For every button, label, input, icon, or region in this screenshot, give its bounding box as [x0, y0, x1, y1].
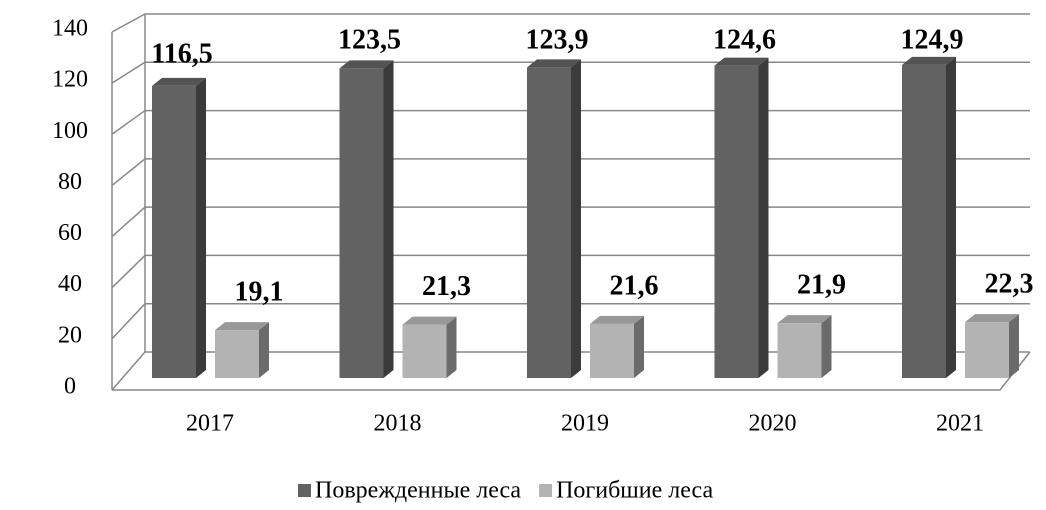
y-tick-label: 40	[58, 271, 82, 297]
data-label: 21,9	[797, 270, 846, 301]
bar-front	[965, 322, 1009, 378]
data-label: 116,5	[151, 38, 212, 69]
bar	[965, 314, 1019, 378]
y-tick-label: 0	[64, 374, 76, 400]
grid-line	[111, 13, 1030, 33]
bar-side	[946, 56, 956, 379]
bar	[152, 77, 206, 379]
bar-front	[777, 323, 822, 378]
bar-front	[215, 330, 259, 378]
bar-top	[339, 60, 394, 69]
bar	[777, 315, 832, 378]
bar-side	[383, 60, 394, 378]
bar-front	[590, 323, 634, 378]
bar-front	[902, 64, 946, 379]
bar-front	[527, 67, 571, 379]
bar-top	[777, 315, 832, 324]
bar-front	[339, 68, 384, 378]
bar-top	[902, 56, 956, 65]
bar-side	[196, 77, 206, 379]
bar-front	[402, 324, 447, 378]
bar	[527, 59, 581, 379]
bar-side	[571, 59, 581, 379]
legend-swatch	[298, 484, 311, 497]
y-tick-label: 20	[58, 322, 82, 348]
y-tick-label: 120	[52, 67, 88, 93]
y-tick-label: 80	[58, 169, 82, 195]
bar	[215, 322, 269, 378]
bar-front	[714, 65, 759, 379]
y-tick-label: 140	[52, 16, 88, 42]
y-tick-label: 100	[52, 118, 88, 144]
y-tick-label: 60	[58, 220, 82, 246]
bar-top	[402, 316, 457, 325]
bar-top	[714, 57, 769, 66]
legend-label: Поврежденные леса	[315, 478, 521, 504]
bar-top	[152, 77, 206, 86]
bar-front	[152, 85, 196, 379]
data-label: 124,9	[901, 24, 964, 55]
data-label: 123,9	[526, 24, 589, 55]
bar-side	[1009, 314, 1019, 378]
bar	[402, 316, 457, 378]
legend-label: Погибшие леса	[556, 478, 713, 504]
bar	[902, 56, 956, 379]
x-tick-label: 2019	[561, 411, 609, 437]
bar-top	[215, 322, 269, 331]
x-tick-label: 2018	[374, 411, 422, 437]
data-label: 22,3	[985, 269, 1034, 300]
data-label: 21,6	[610, 270, 659, 301]
bar-top	[590, 315, 644, 324]
data-label: 124,6	[713, 24, 776, 55]
data-label: 19,1	[235, 277, 284, 308]
bar	[590, 315, 644, 378]
bar-side	[758, 57, 769, 379]
bar-top	[965, 314, 1019, 323]
bar-side	[634, 315, 644, 378]
x-tick-label: 2017	[186, 411, 234, 437]
bar-top	[527, 59, 581, 68]
legend-swatch	[539, 484, 553, 497]
x-tick-label: 2021	[936, 411, 984, 437]
data-label: 21,3	[422, 271, 471, 302]
data-label: 123,5	[338, 24, 401, 55]
bar	[339, 60, 394, 378]
bar-side	[446, 316, 457, 378]
bar-side	[821, 315, 832, 378]
floor	[112, 351, 1031, 391]
bar-side	[259, 322, 269, 378]
bar	[714, 57, 769, 379]
x-tick-label: 2020	[749, 411, 797, 437]
